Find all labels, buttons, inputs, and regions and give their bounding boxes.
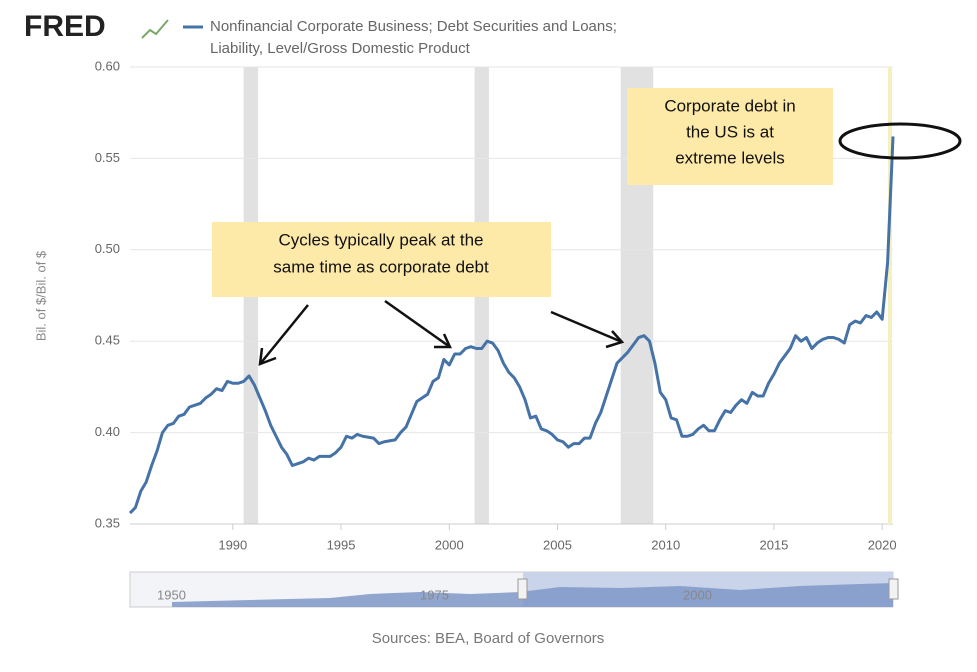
x-tick-label: 2000 — [435, 537, 464, 552]
line-series — [128, 136, 895, 515]
x-tick-label: 2010 — [651, 537, 680, 552]
x-tick-label: 2015 — [759, 537, 788, 552]
logo-icon — [141, 19, 169, 39]
source: Sources: BEA, Board of Governors — [372, 630, 605, 647]
x-tick-label: 1990 — [218, 537, 247, 552]
legend-text: Liability, Level/Gross Domestic Product — [210, 40, 471, 57]
note-text: extreme levels — [675, 148, 785, 167]
arrows — [258, 122, 962, 366]
note — [212, 222, 551, 297]
navigator-label: 1975 — [420, 587, 449, 602]
y-tick-label: 0.40 — [95, 424, 120, 439]
navigator-handle[interactable] — [888, 578, 899, 600]
x-tick-label: 2005 — [543, 537, 572, 552]
navigator-handle[interactable] — [517, 578, 528, 600]
x-tick-label: 2020 — [868, 537, 897, 552]
y-tick-label: 0.45 — [95, 333, 120, 348]
y-tick-label: 0.35 — [95, 515, 120, 530]
logo: FRED — [24, 10, 106, 43]
marks — [128, 136, 895, 515]
x-tick-label: 1995 — [327, 537, 356, 552]
note — [627, 88, 833, 185]
y-tick-label: 0.50 — [95, 241, 120, 256]
navigator-label: 2000 — [683, 587, 712, 602]
note-text: Corporate debt in — [664, 96, 795, 115]
note-text: same time as corporate debt — [273, 257, 489, 276]
legend-text: Nonfinancial Corporate Business; Debt Se… — [210, 18, 617, 35]
y-tick-label: 0.60 — [95, 58, 120, 73]
navigator-area — [172, 583, 893, 607]
note-text: Cycles typically peak at the — [278, 230, 483, 249]
note-text: the US is at — [686, 122, 774, 141]
y-axis-label: Bil. of $/Bil. of $ — [33, 250, 48, 341]
navigator-label: 1950 — [157, 587, 186, 602]
y-tick-label: 0.55 — [95, 150, 120, 165]
